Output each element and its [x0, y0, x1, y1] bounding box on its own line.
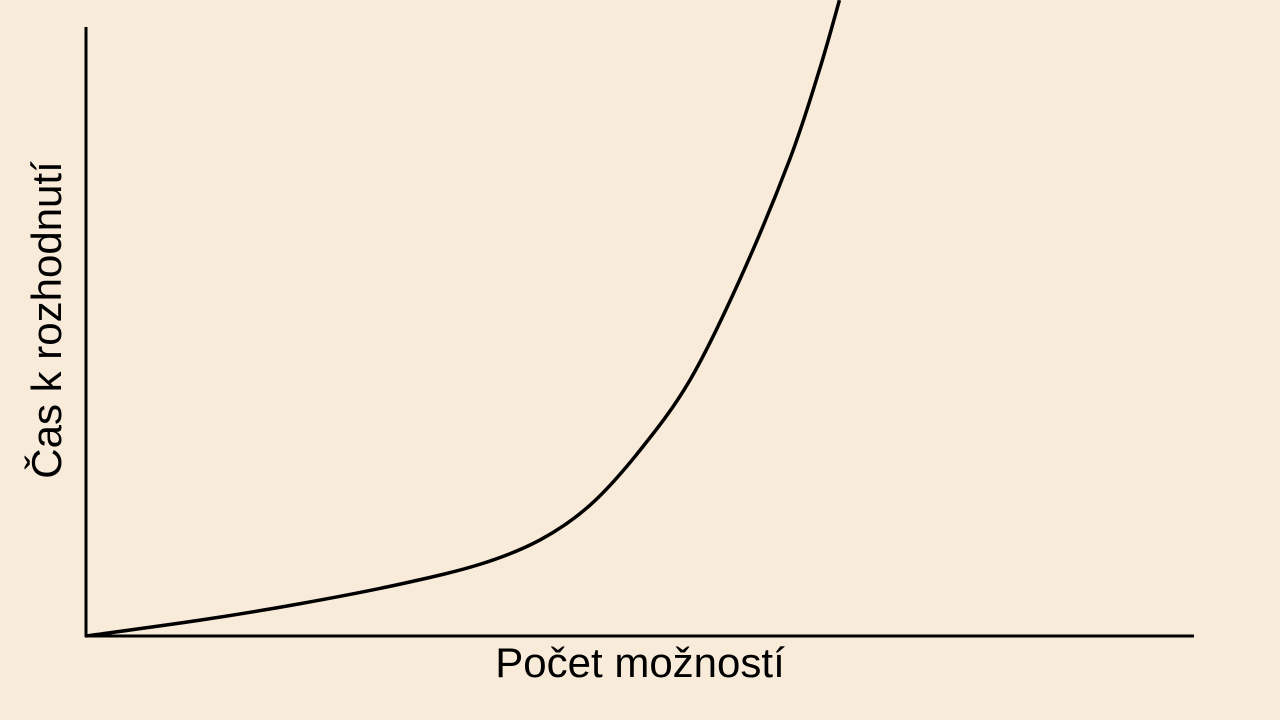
x-axis-label: Počet možností: [495, 639, 785, 686]
y-axis-label: Čas k rozhodnutí: [23, 161, 70, 479]
curve: [85, 0, 842, 638]
